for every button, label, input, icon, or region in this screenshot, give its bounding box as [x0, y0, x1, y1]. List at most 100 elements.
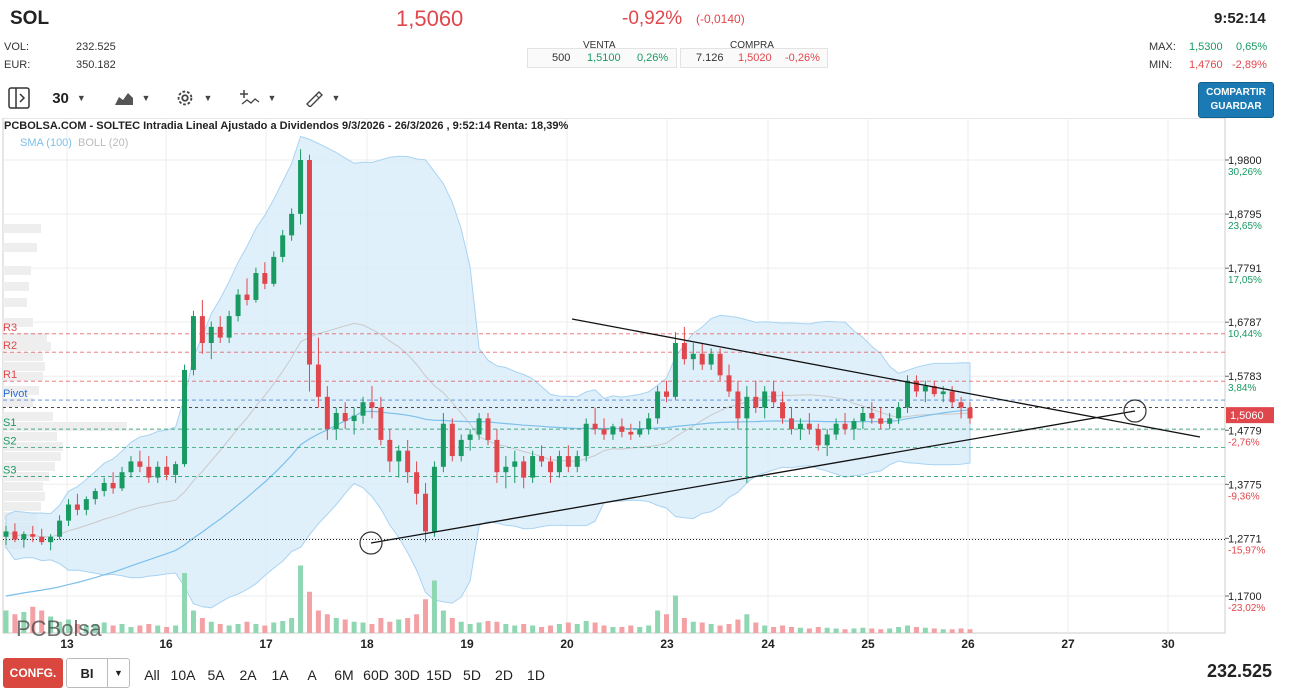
- volume-bar: [333, 618, 339, 633]
- range-button-1a[interactable]: 1A: [271, 667, 289, 683]
- y-axis-percent-label: 23,65%: [1228, 221, 1262, 232]
- candle-body: [12, 531, 18, 540]
- volume-bar: [235, 624, 241, 633]
- x-axis-tick-label: 30: [1161, 637, 1175, 651]
- candle-body: [110, 482, 116, 489]
- volume-bar: [485, 621, 491, 633]
- panel-toggle-icon: [8, 87, 30, 109]
- candle-body: [592, 423, 598, 430]
- venta-label: VENTA: [583, 40, 616, 51]
- candle-body: [271, 256, 277, 284]
- volume-bar: [940, 629, 946, 633]
- range-button-10a[interactable]: 10A: [170, 667, 196, 683]
- config-button[interactable]: CONFG.: [3, 658, 63, 688]
- volume-bar: [21, 612, 27, 633]
- volume-bar: [494, 621, 500, 633]
- candle-body: [619, 426, 625, 432]
- volume-bar: [512, 625, 518, 633]
- y-axis-tick-label: 1,9800: [1228, 155, 1262, 167]
- range-button-5a[interactable]: 5A: [207, 667, 225, 683]
- volume-bar: [833, 628, 839, 633]
- compra-label: COMPRA: [730, 40, 774, 51]
- venta-pct: 0,26%: [637, 52, 669, 64]
- drawing-tools-select[interactable]: ▼: [300, 86, 344, 110]
- footer-volume: 232.525: [1207, 661, 1273, 681]
- volume-bar: [30, 606, 36, 633]
- candle-body: [57, 520, 63, 537]
- volume-bar: [65, 619, 71, 633]
- volume-profile-bar: [3, 422, 127, 431]
- area-chart-icon: [114, 93, 133, 105]
- bi-select[interactable]: BI ▼: [66, 658, 130, 688]
- volume-bar: [556, 624, 562, 633]
- candle-body: [190, 316, 196, 370]
- candle-body: [726, 375, 732, 392]
- trendline-anchor-start[interactable]: [359, 531, 383, 555]
- chevron-down-icon: ▼: [76, 93, 86, 103]
- settings-select[interactable]: ▼: [170, 86, 216, 110]
- volume-profile-bar: [3, 318, 33, 327]
- pivot-level-label: R2: [3, 340, 17, 352]
- interval-value: 30: [52, 89, 69, 107]
- compra-pct: -0,26%: [785, 52, 820, 64]
- candle-body: [610, 426, 616, 435]
- max-value: 1,5300: [1189, 41, 1223, 53]
- candle-body: [378, 407, 384, 440]
- vol-label: VOL:: [4, 41, 30, 53]
- candle-body: [708, 353, 714, 365]
- range-button-a[interactable]: A: [307, 667, 317, 683]
- x-axis-tick-label: 13: [60, 637, 74, 651]
- venta-box: [527, 48, 677, 68]
- volume-bar: [253, 624, 259, 633]
- volume-bar: [869, 628, 875, 633]
- volume-bar: [878, 629, 884, 633]
- volume-bar: [306, 591, 312, 633]
- y-axis-percent-label: 17,05%: [1228, 275, 1262, 286]
- volume-bar: [690, 621, 696, 633]
- interval-select[interactable]: 30 ▼: [44, 86, 94, 110]
- indicators-select[interactable]: ▼: [236, 86, 280, 110]
- x-axis-tick-label: 25: [861, 637, 875, 651]
- candle-body: [833, 423, 839, 435]
- pivot-level-label: S1: [3, 417, 16, 429]
- volume-bar: [199, 618, 205, 633]
- bollinger-band: [5, 135, 971, 609]
- range-button-all[interactable]: All: [144, 667, 160, 683]
- volume-bar: [913, 627, 919, 633]
- min-pct: -2,89%: [1232, 59, 1267, 71]
- y-axis-tick-label: 1,6787: [1228, 317, 1262, 329]
- trendline-resistance: [571, 318, 1201, 438]
- volume-bar: [797, 627, 803, 633]
- volume-bar: [467, 624, 473, 633]
- volume-bar: [458, 621, 464, 633]
- range-button-5d[interactable]: 5D: [463, 667, 481, 683]
- volume-bar: [182, 573, 188, 633]
- volume-bar: [681, 618, 687, 633]
- range-button-6m[interactable]: 6M: [334, 667, 354, 683]
- candle-body: [173, 464, 179, 475]
- volume-profile-bar: [3, 386, 39, 395]
- volume-bar: [137, 625, 143, 633]
- candle-body: [199, 316, 205, 344]
- chart-type-select[interactable]: ▼: [110, 86, 154, 110]
- candle-body: [869, 412, 875, 419]
- volume-bar: [539, 627, 545, 633]
- volume-bar: [771, 627, 777, 633]
- chart-legend: SMA (100) BOLL (20): [20, 137, 128, 149]
- candle-body: [851, 421, 857, 430]
- volume-bar: [342, 619, 348, 633]
- range-button-2d[interactable]: 2D: [495, 667, 513, 683]
- panel-toggle-button[interactable]: [6, 86, 32, 110]
- candle-body: [65, 504, 71, 521]
- range-button-2a[interactable]: 2A: [239, 667, 257, 683]
- candle-body: [788, 418, 794, 430]
- range-button-15d[interactable]: 15D: [426, 667, 452, 683]
- volume-bar: [503, 624, 509, 633]
- range-button-1d[interactable]: 1D: [527, 667, 545, 683]
- candle-body: [155, 466, 161, 478]
- range-button-60d[interactable]: 60D: [363, 667, 389, 683]
- range-button-30d[interactable]: 30D: [394, 667, 420, 683]
- share-save-button[interactable]: COMPARTIR GUARDAR: [1198, 82, 1274, 118]
- trendline-anchor-end[interactable]: [1123, 399, 1147, 423]
